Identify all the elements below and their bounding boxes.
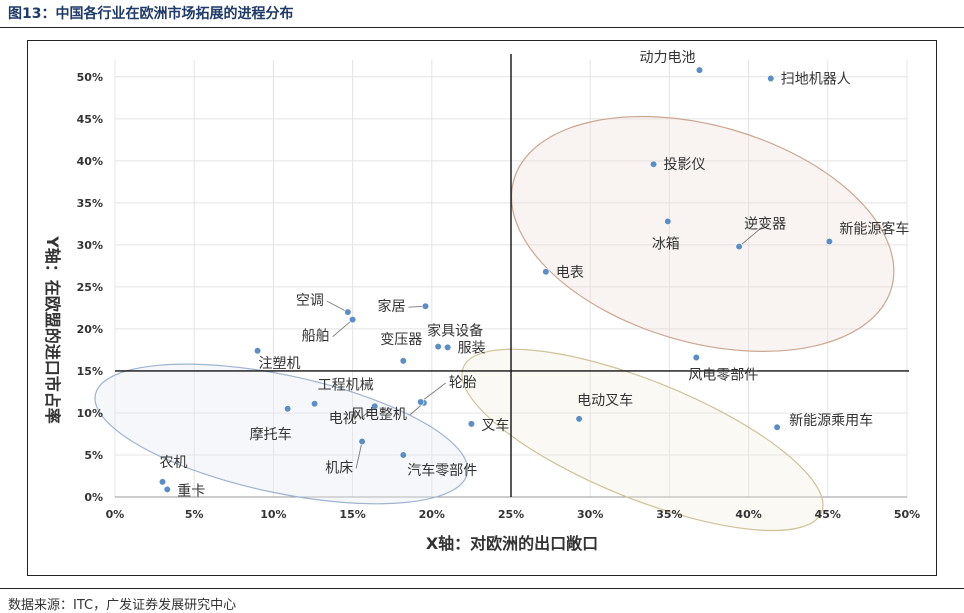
data-point: [358, 437, 366, 446]
x-axis-label: X轴：对欧洲的出口敞口: [426, 534, 598, 553]
point-label: 逆变器: [744, 217, 786, 233]
data-point: [434, 342, 442, 351]
point-label: 风电整机: [351, 407, 407, 423]
point-label: 电动叉车: [577, 392, 633, 409]
data-point: [767, 74, 775, 83]
y-tick-label: 5%: [84, 449, 103, 462]
point-label: 扫地机器人: [781, 71, 851, 87]
point-label: 冰箱: [652, 236, 680, 252]
data-point: [735, 242, 743, 251]
ellipse-bottom-right: [461, 348, 824, 532]
x-tick-label: 25%: [498, 508, 524, 521]
point-label: 变压器: [380, 332, 422, 348]
point-label: 农机: [160, 455, 188, 471]
y-tick-label: 35%: [77, 197, 103, 210]
data-point: [649, 160, 658, 168]
x-tick-label: 40%: [735, 508, 761, 521]
point-label: 电表: [556, 265, 584, 281]
data-point: [284, 405, 292, 413]
data-point: [399, 451, 407, 459]
point-label: 新能源乘用车: [789, 412, 873, 429]
point-label: 风电零部件: [688, 367, 758, 383]
y-tick-label: 30%: [77, 239, 103, 252]
y-tick-label: 20%: [77, 323, 103, 336]
y-tick-label: 25%: [77, 281, 103, 294]
data-point: [417, 398, 425, 406]
figure-title: 图13：中国各行业在欧洲市场拓展的进程分布: [8, 6, 294, 22]
point-label: 重卡: [177, 483, 205, 499]
point-label: 工程机械: [318, 378, 374, 394]
data-points: [158, 66, 833, 494]
data-point: [825, 237, 833, 246]
data-point: [695, 66, 704, 74]
ellipse-top-right: [510, 115, 895, 352]
x-tick-label: 45%: [815, 508, 841, 521]
data-point: [692, 353, 700, 362]
y-tick-label: 10%: [77, 407, 103, 420]
chart-border: [27, 40, 937, 576]
x-tick-label: 10%: [260, 508, 286, 521]
point-label: 注塑机: [259, 356, 301, 372]
data-point: [253, 347, 262, 355]
x-tick-label: 30%: [577, 508, 603, 521]
point-label: 摩托车: [250, 426, 292, 443]
point-label: 家具设备: [427, 323, 483, 340]
y-tick-label: 40%: [77, 155, 103, 168]
leader-line: [420, 382, 446, 403]
y-axis-label: Y轴：在欧盟的进口市占率: [43, 235, 62, 424]
point-label: 汽车零部件: [407, 462, 477, 479]
leader-line: [355, 441, 363, 469]
quadrant-dividers: [115, 54, 909, 497]
y-tick-label: 15%: [77, 365, 103, 378]
y-tick-label: 0%: [84, 491, 103, 504]
data-point: [773, 423, 781, 431]
leader-line: [332, 319, 353, 338]
y-tick-label: 45%: [77, 113, 103, 126]
y-tick-label: 50%: [77, 71, 103, 84]
x-tick-label: 15%: [339, 508, 365, 521]
point-label: 轮胎: [449, 375, 477, 391]
leader-line: [326, 300, 349, 313]
data-point: [575, 415, 583, 423]
data-point: [467, 420, 476, 428]
source-note: 数据来源：ITC，广发证券发展研究中心: [8, 598, 237, 613]
scatter-chart: 0% 5% 10% 15% 20% 25% 30% 35% 40% 45% 50% 0% 5% 10% 15…: [27, 40, 937, 576]
point-label: 新能源客车: [839, 221, 909, 238]
data-point: [542, 268, 550, 276]
point-label: 船舶: [302, 329, 330, 345]
point-label: 投影仪: [664, 157, 706, 173]
point-label: 动力电池: [639, 50, 695, 66]
axis-ticks: 0% 5% 10% 15% 20% 25% 30% 35% 40% 45% 50% 0% 5% 10% 15…: [77, 71, 921, 521]
point-label: 叉车: [481, 417, 509, 434]
data-point: [344, 308, 352, 316]
data-point: [664, 217, 672, 225]
chart-frame: 0% 5% 10% 15% 20% 25% 30% 35% 40% 45% 50% 0% 5% 10% 15…: [27, 40, 937, 576]
data-point: [371, 402, 379, 410]
x-tick-label: 50%: [894, 508, 920, 521]
point-label: 机床: [325, 461, 353, 477]
x-tick-label: 35%: [656, 508, 682, 521]
data-point: [163, 485, 171, 494]
data-point: [349, 316, 357, 324]
data-point: [158, 478, 167, 486]
data-point: [444, 343, 452, 352]
point-label: 电视: [329, 411, 357, 427]
data-point: [421, 302, 430, 310]
bottom-rule: [0, 588, 964, 589]
leader-line: [738, 224, 766, 247]
data-point: [399, 357, 407, 365]
cluster-ellipses: [94, 115, 895, 532]
point-label: 服装: [458, 340, 486, 356]
data-point: [310, 400, 319, 408]
point-label: 家居: [377, 298, 405, 315]
ellipse-bottom-left: [94, 363, 469, 505]
x-tick-label: 0%: [106, 508, 125, 521]
x-tick-label: 5%: [185, 508, 204, 521]
top-rule: [0, 27, 964, 28]
x-tick-label: 20%: [419, 508, 445, 521]
point-label: 空调: [296, 293, 324, 309]
